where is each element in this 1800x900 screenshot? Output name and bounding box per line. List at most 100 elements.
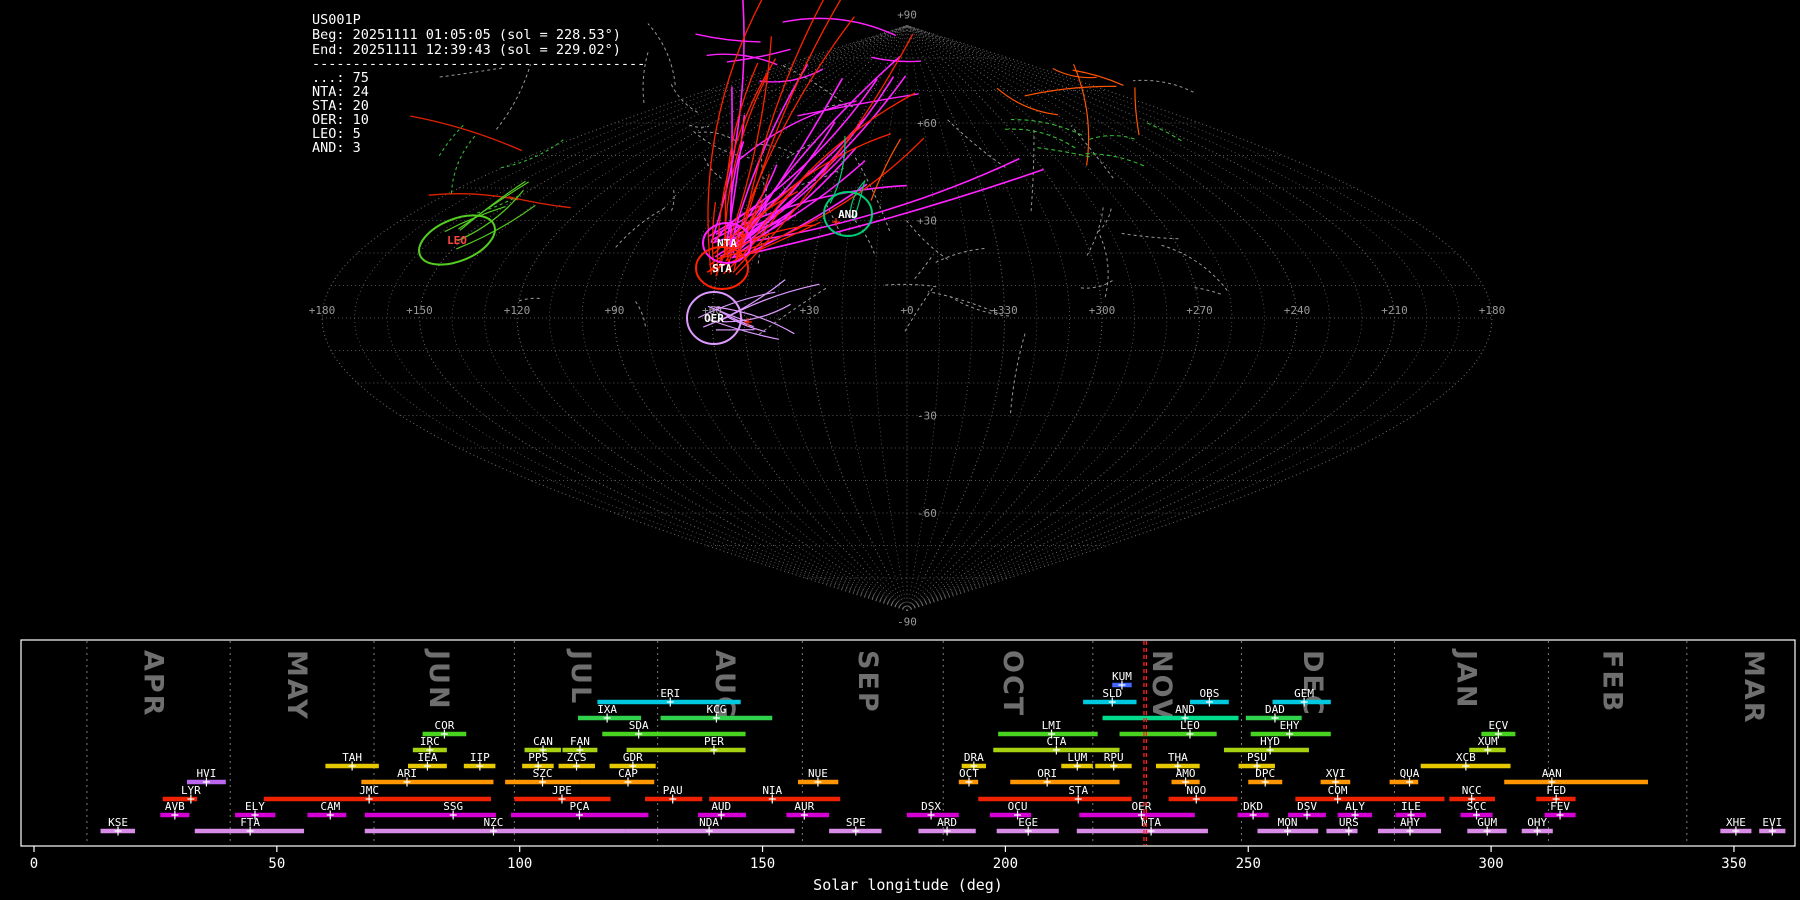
shower-peak-mark-FAN: [576, 745, 584, 755]
shower-peak-mark-STA: [1074, 794, 1082, 804]
meteor-trail-top-green: [1083, 153, 1145, 167]
meteor-trail-nta-top: [695, 33, 761, 43]
meteor-trail-top-red: [1052, 67, 1097, 79]
shower-label-IXA: IXA: [597, 703, 617, 716]
meteor-trail-sporadic: [782, 65, 843, 103]
shower-label-AHY: AHY: [1400, 816, 1420, 829]
meteor-trail-nta-top: [759, 68, 824, 83]
shower-peak-mark-SCC: [1473, 810, 1481, 820]
shower-peak-mark-HYD: [1266, 745, 1274, 755]
shower-label-STA: STA: [1068, 784, 1088, 797]
shower-label-NUE: NUE: [808, 767, 828, 780]
shower-peak-mark-NUE: [814, 777, 822, 787]
shower-label-CTA: CTA: [1046, 735, 1066, 748]
shower-peak-mark-CAP: [624, 777, 632, 787]
count-sporadic: ...: 75: [312, 70, 369, 86]
sky-map: +180 +150 +120 +90 +60 +30 +0 +330 +300 +270 +240 +…: [309, 0, 1506, 629]
sky-grid-meridian: [646, 25, 908, 611]
shower-label-AAN: AAN: [1542, 767, 1562, 780]
meteor-trail-sta: [723, 73, 769, 256]
shower-peak-mark-ECV: [1494, 729, 1502, 739]
meteor-trail-nta: [729, 141, 745, 254]
shower-label-JPE: JPE: [552, 784, 572, 797]
shower-peak-mark-NOO: [1192, 794, 1200, 804]
shower-label-KCG: KCG: [706, 703, 726, 716]
meteor-trail-sporadic: [671, 187, 675, 211]
meteor-trail-sporadic: [689, 124, 710, 128]
shower-label-SPE: SPE: [846, 816, 866, 829]
lon-label: +180: [1479, 304, 1506, 317]
meteor-trail-top-green: [1088, 135, 1135, 141]
month-label-APR: APR: [138, 650, 169, 717]
sky-grid-meridian: [906, 25, 1396, 611]
meteor-trail-sporadic: [757, 287, 827, 337]
shower-label-THA: THA: [1168, 751, 1188, 764]
radiant-label-STA: STA: [712, 262, 732, 275]
meteor-trail-nta-top: [737, 100, 857, 162]
radiant-plus-mark: [744, 318, 752, 326]
shower-label-LEO: LEO: [1180, 719, 1200, 732]
shower-label-NCC: NCC: [1462, 784, 1482, 797]
meteor-trail-sta-left: [508, 196, 571, 209]
shower-peak-mark-ZCS: [573, 761, 581, 771]
shower-peak-mark-LUM: [1073, 761, 1081, 771]
shower-peak-mark-ELY: [251, 810, 259, 820]
month-label-SEP: SEP: [852, 650, 883, 714]
meteor-trail-sporadic: [635, 301, 646, 328]
shower-label-GDR: GDR: [623, 751, 643, 764]
lon-label: +150: [406, 304, 433, 317]
count-sta: STA: 20: [312, 98, 369, 114]
shower-peak-mark-THA: [1174, 761, 1182, 771]
shower-label-XVI: XVI: [1326, 767, 1346, 780]
radiant-label-LEO: LEO: [447, 234, 467, 247]
lat-label: +60: [917, 117, 937, 130]
shower-label-COM: COM: [1328, 784, 1348, 797]
meteor-trail-top-red: [1134, 87, 1140, 136]
meteor-trail-sporadic: [1099, 234, 1109, 298]
shower-peak-mark-ARD: [943, 826, 951, 836]
shower-label-CAN: CAN: [533, 735, 553, 748]
shower-peak-mark-AHY: [1406, 826, 1414, 836]
x-axis-tick-label: 250: [1236, 856, 1261, 872]
meteor-trail-sta-left: [428, 193, 519, 201]
meteor-trail-sporadic: [826, 104, 857, 109]
shower-peak-mark-JMC: [365, 794, 373, 804]
shower-peak-mark-TAH: [348, 761, 356, 771]
sky-grid-meridian: [906, 25, 1330, 611]
meteor-trail-nta: [708, 78, 878, 237]
shower-peak-mark-OBS: [1205, 697, 1213, 707]
shower-peak-mark-NCC: [1468, 794, 1476, 804]
x-axis-title: Solar longitude (deg): [813, 876, 1003, 894]
shower-label-AND: AND: [1175, 703, 1195, 716]
meteor-trail-nta-top: [782, 17, 897, 37]
shower-label-MON: MON: [1278, 816, 1298, 829]
shower-label-AMO: AMO: [1176, 767, 1196, 780]
shower-label-ZCS: ZCS: [567, 751, 587, 764]
shower-peak-mark-LEO: [1186, 729, 1194, 739]
shower-peak-mark-FTA: [246, 826, 254, 836]
lon-label: +270: [1186, 304, 1213, 317]
meteor-trail-nta-top: [797, 93, 919, 117]
shower-peak-mark-IEA: [423, 761, 431, 771]
shower-label-IEA: IEA: [417, 751, 437, 764]
meteor-trail-top-red: [996, 87, 1059, 116]
radiant-circle-OER: [686, 291, 742, 345]
meteor-trail-sporadic: [885, 283, 938, 288]
shower-label-DKD: DKD: [1243, 800, 1263, 813]
meteor-trail-sta: [738, 92, 916, 262]
shower-peak-mark-LMI: [1048, 729, 1056, 739]
lon-label: +180: [309, 304, 336, 317]
x-axis-tick-label: 100: [507, 856, 532, 872]
meteor-trail-sta: [716, 58, 777, 273]
shower-peak-mark-IIP: [476, 761, 484, 771]
meteor-trail-sporadic: [826, 204, 842, 237]
shower-peak-mark-XHE: [1732, 826, 1740, 836]
shower-label-GUM: GUM: [1477, 816, 1497, 829]
meteor-trail-top-green: [1002, 128, 1076, 149]
shower-label-PAU: PAU: [663, 784, 683, 797]
shower-peak-mark-EVI: [1768, 826, 1776, 836]
lat-label: -90: [897, 616, 917, 629]
shower-peak-mark-QUA: [1406, 777, 1413, 787]
shower-label-IIP: IIP: [470, 751, 490, 764]
